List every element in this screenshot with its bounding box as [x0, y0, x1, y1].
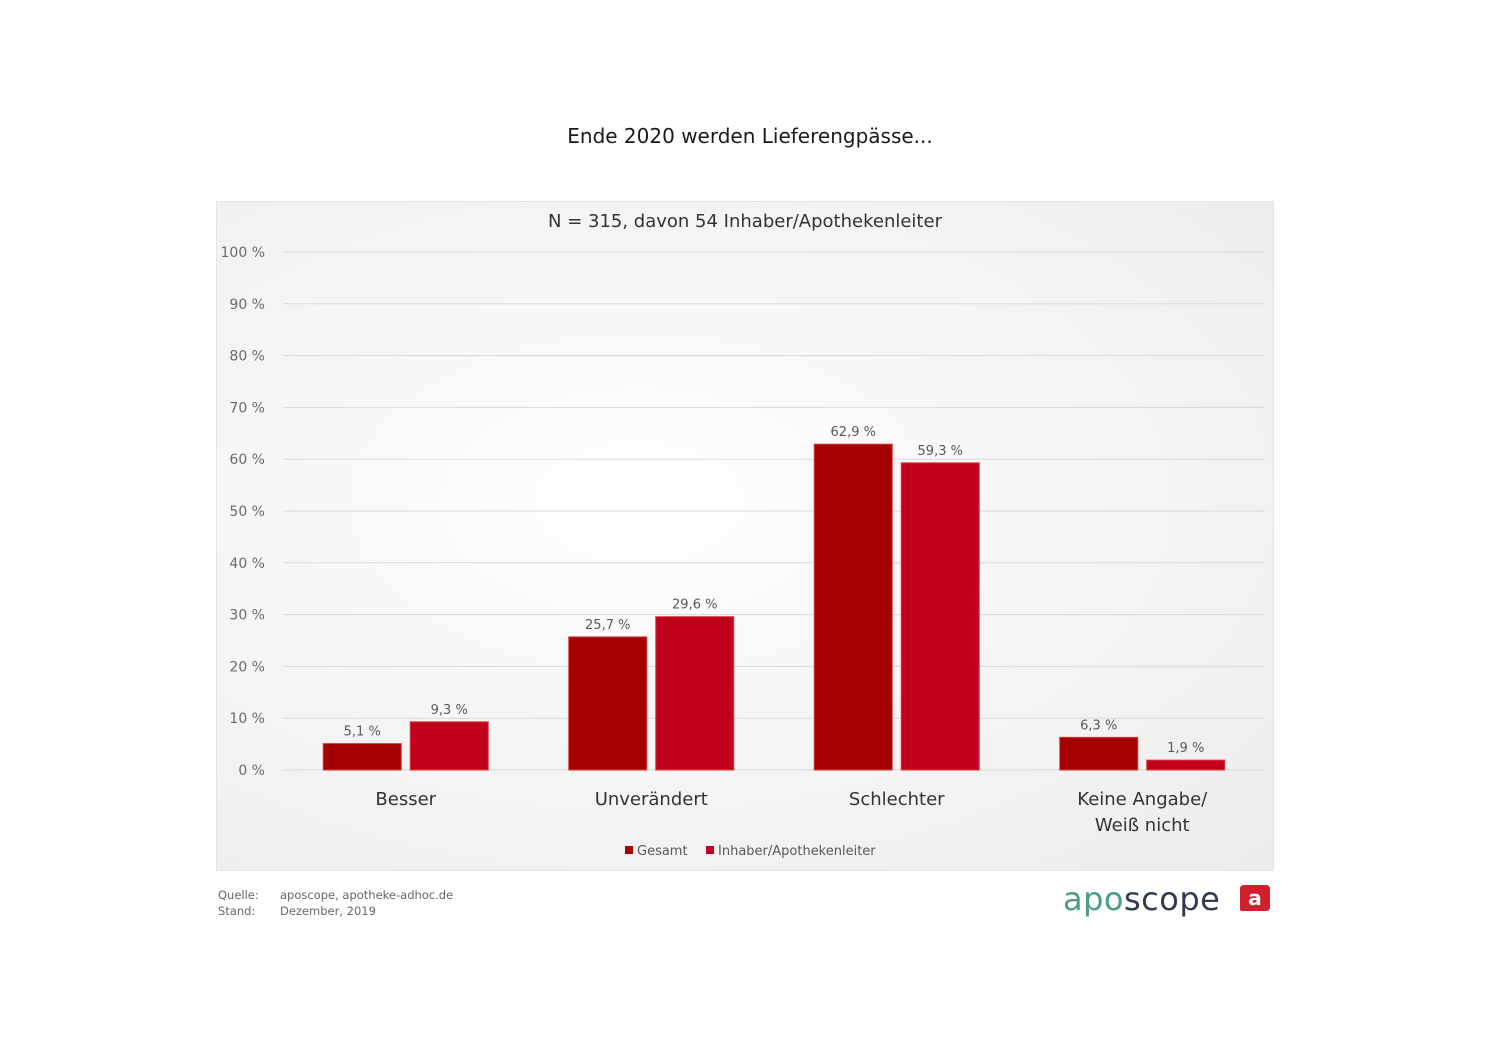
- y-tick-label: 90 %: [229, 297, 265, 313]
- logo-scope: scope: [1124, 880, 1221, 918]
- y-tick-label: 0 %: [238, 763, 265, 779]
- bar-gesamt: [813, 443, 893, 771]
- data-label: 9,3 %: [431, 703, 468, 718]
- bar-inhaber: [409, 721, 489, 771]
- legend-label: Inhaber/Apothekenleiter: [718, 844, 876, 859]
- y-tick-label: 60 %: [229, 452, 265, 468]
- data-label: 59,3 %: [918, 444, 963, 459]
- bar-gesamt: [568, 636, 648, 771]
- legend-swatch: [625, 846, 633, 854]
- date-value: Dezember, 2019: [280, 904, 376, 918]
- data-label: 25,7 %: [585, 618, 630, 633]
- date-line: Stand: Dezember, 2019: [218, 904, 376, 918]
- x-category-label: Besser: [375, 789, 436, 810]
- y-tick-label: 50 %: [229, 504, 265, 520]
- bar-inhaber: [1146, 759, 1226, 771]
- date-label: Stand:: [218, 904, 256, 918]
- x-category-label: Unverändert: [595, 789, 708, 810]
- logo-apo: apo: [1063, 880, 1124, 918]
- bar-chart: 0 % 10 % 20 % 30 % 40 % 50 % 60 % 70 % 80 % 90 % 1…: [221, 245, 1265, 859]
- data-label: 5,1 %: [344, 725, 381, 740]
- y-tick-label: 70 %: [229, 400, 265, 416]
- aposcope-logo: aposcope: [1063, 880, 1220, 918]
- chart-subtitle: N = 315, davon 54 Inhaber/Apothekenleite…: [548, 211, 942, 232]
- source-line: Quelle: aposcope, apotheke-adhoc.de: [218, 888, 453, 902]
- chart-title: Ende 2020 werden Lieferengpässe...: [567, 124, 933, 148]
- data-label: 62,9 %: [831, 425, 876, 440]
- x-category-label: Schlechter: [849, 789, 945, 810]
- y-tick-label: 10 %: [229, 711, 265, 727]
- source-label: Quelle:: [218, 888, 259, 902]
- legend-label: Gesamt: [637, 844, 688, 859]
- bar-inhaber: [900, 462, 980, 771]
- x-category-label: Keine Angabe/: [1077, 789, 1208, 810]
- bar-gesamt: [1059, 736, 1139, 771]
- y-tick-label: 80 %: [229, 349, 265, 365]
- source-value: aposcope, apotheke-adhoc.de: [280, 888, 454, 902]
- legend-swatch: [706, 846, 714, 854]
- y-tick-label: 100 %: [221, 245, 265, 261]
- logo-icon-letter: a: [1248, 886, 1262, 910]
- apotheke-adhoc-logo-icon: a: [1240, 885, 1270, 911]
- y-tick-label: 30 %: [229, 608, 265, 624]
- data-label: 6,3 %: [1080, 718, 1117, 733]
- bar-inhaber: [655, 616, 735, 771]
- y-tick-label: 20 %: [229, 659, 265, 675]
- bar-gesamt: [322, 743, 402, 771]
- data-label: 29,6 %: [672, 598, 717, 613]
- data-label: 1,9 %: [1167, 741, 1204, 756]
- chart-panel: 0 % 10 % 20 % 30 % 40 % 50 % 60 % 70 % 80 % 90 % 1…: [216, 201, 1274, 871]
- y-tick-label: 40 %: [229, 556, 265, 572]
- x-category-label: Weiß nicht: [1095, 815, 1190, 836]
